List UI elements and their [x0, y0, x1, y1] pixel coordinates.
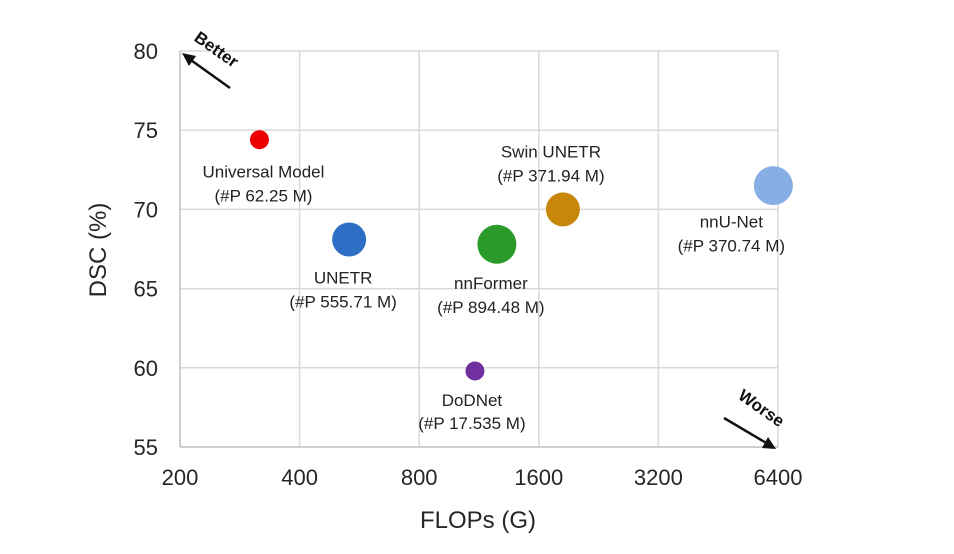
- point-params-unetr: (#P 555.71 M): [289, 292, 396, 311]
- worse-arrow: [723, 416, 769, 446]
- y-tick-label: 80: [134, 39, 158, 64]
- y-tick-label: 60: [134, 356, 158, 381]
- x-tick-label: 400: [281, 465, 318, 490]
- point-label-swin-unetr: Swin UNETR: [501, 142, 601, 161]
- better-arrow: [187, 56, 231, 90]
- y-axis-title: DSC (%): [85, 203, 112, 298]
- x-tick-label: 6400: [754, 465, 803, 490]
- point-labels: Universal Model (#P 62.25 M) UNETR (#P 555.…: [203, 142, 786, 433]
- y-tick-label: 70: [134, 197, 158, 222]
- point-dodnet: [465, 361, 485, 381]
- point-unetr: [332, 222, 367, 257]
- point-nnformer: [477, 224, 517, 264]
- worse-annotation: Worse: [735, 386, 788, 431]
- point-params-swin-unetr: (#P 371.94 M): [497, 166, 604, 185]
- point-params-nnformer: (#P 894.48 M): [437, 298, 544, 317]
- point-params-nnu-net: (#P 370.74 M): [678, 237, 785, 256]
- x-axis-title: FLOPs (G): [420, 507, 536, 534]
- point-label-universal-model: Universal Model: [203, 163, 325, 182]
- point-label-dodnet: DoDNet: [442, 391, 503, 410]
- point-nnu-net: [753, 166, 793, 206]
- y-tick-label: 65: [134, 277, 158, 302]
- y-tick-label: 55: [134, 435, 158, 460]
- point-label-unetr: UNETR: [314, 268, 373, 287]
- worse-arrowhead: [762, 437, 776, 449]
- x-tick-label: 1600: [514, 465, 563, 490]
- x-tick-label: 200: [162, 465, 199, 490]
- y-tick-label: 75: [134, 118, 158, 143]
- x-tick-label: 3200: [634, 465, 683, 490]
- data-points: [249, 130, 793, 381]
- x-tick-label: 800: [401, 465, 438, 490]
- point-params-universal-model: (#P 62.25 M): [214, 187, 312, 206]
- point-label-nnu-net: nnU-Net: [700, 213, 764, 232]
- point-universal-model: [249, 130, 269, 150]
- grid: [180, 50, 779, 447]
- point-swin-unetr: [545, 192, 580, 227]
- point-params-dodnet: (#P 17.535 M): [418, 414, 525, 433]
- better-arrowhead: [182, 53, 196, 66]
- axes: [179, 51, 778, 448]
- tick-labels: 55 60 65 70 75 80 200 400 800 1600 3200 6400: [134, 39, 803, 490]
- point-label-nnformer: nnFormer: [454, 274, 528, 293]
